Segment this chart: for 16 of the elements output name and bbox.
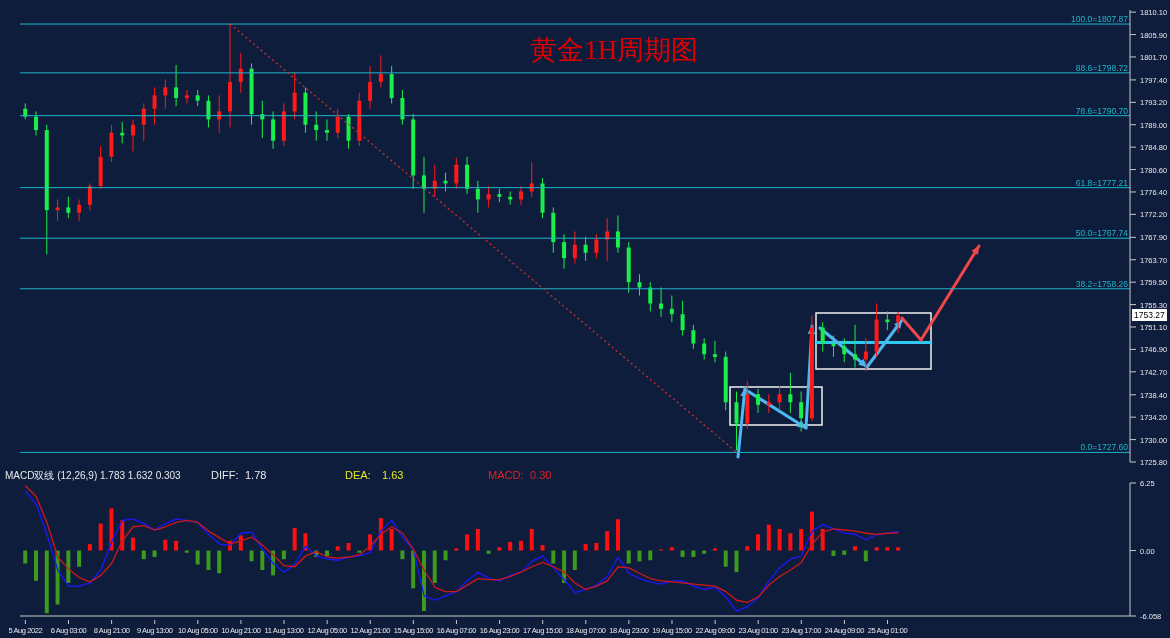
annotation: 1753.27	[1132, 309, 1167, 322]
text: 黄金1H周期图	[530, 35, 699, 65]
text: 1.63	[382, 469, 404, 481]
text: 1.78	[245, 469, 267, 481]
text: MACD双线 (12,26,9) 1.783 1.632 0.303	[5, 469, 181, 483]
ref-line-label: 50.0=1767.74	[1075, 228, 1129, 239]
text: DIFF:	[211, 469, 239, 481]
ref-line-label: 61.8=1777.21	[1075, 177, 1129, 188]
text: 0.30	[530, 469, 552, 481]
text: MACD:	[488, 469, 524, 481]
ref-line-label: 38.2=1758.26	[1075, 278, 1129, 289]
ref-line-label: 88.6=1798.72	[1075, 62, 1129, 73]
ref-line-label: 78.6=1790.70	[1075, 105, 1129, 116]
ref-line-label: 100.0=1807.87	[1071, 14, 1129, 25]
ref-line-label: 0.0=1727.60	[1080, 442, 1129, 453]
text: DEA:	[345, 469, 371, 481]
